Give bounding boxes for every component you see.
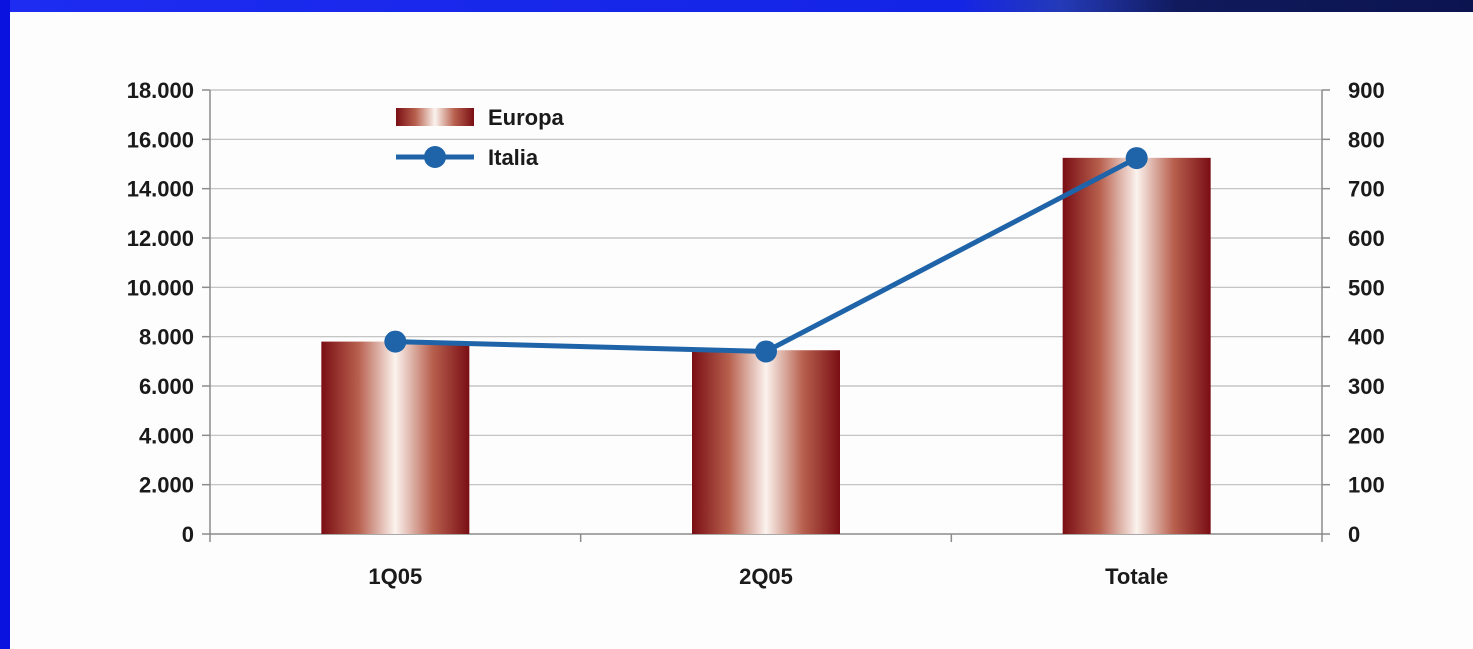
chart-panel [10, 12, 1473, 649]
left-tick-label: 16.000 [127, 127, 194, 152]
europa-bar [692, 350, 840, 534]
right-tick-label: 200 [1348, 423, 1385, 448]
right-tick-label: 700 [1348, 177, 1385, 202]
left-tick-label: 18.000 [127, 78, 194, 103]
italia-line-path [395, 155, 1138, 354]
italia-line [384, 147, 1148, 363]
right-tick-label: 400 [1348, 325, 1385, 350]
right-tick-label: 300 [1348, 374, 1385, 399]
right-tick-label: 500 [1348, 275, 1385, 300]
italia-point [1125, 147, 1148, 170]
legend: Europa Italia [396, 105, 565, 170]
italia-point [755, 340, 777, 363]
x-tick-label: Totale [1105, 564, 1168, 589]
left-tick-label: 14.000 [127, 177, 194, 202]
left-tick-label: 0 [182, 522, 194, 547]
left-tick-label: 2.000 [139, 473, 194, 498]
legend-italia-label: Italia [488, 145, 539, 170]
x-tick-label: 2Q05 [739, 564, 793, 589]
italia-point [384, 330, 407, 353]
left-tick-label: 6.000 [139, 374, 194, 399]
left-tick-label: 10.000 [127, 275, 194, 300]
right-tick-label: 0 [1348, 522, 1360, 547]
right-tick-label: 600 [1348, 226, 1385, 251]
europa-bars [321, 157, 1211, 535]
right-tick-label: 100 [1348, 473, 1385, 498]
left-tick-label: 4.000 [139, 423, 194, 448]
right-tick-label: 800 [1348, 127, 1385, 152]
left-tick-label: 8.000 [139, 325, 194, 350]
legend-italia-marker [424, 146, 446, 168]
europa-bar [321, 341, 470, 534]
right-tick-label: 900 [1348, 78, 1385, 103]
x-tick-label: 1Q05 [368, 564, 422, 589]
europa-bar [1062, 157, 1211, 535]
slide-left-band [0, 0, 10, 649]
left-tick-label: 12.000 [127, 226, 194, 251]
slide-top-band [0, 0, 1473, 12]
legend-europa-label: Europa [488, 105, 565, 130]
legend-europa-swatch [396, 108, 474, 126]
